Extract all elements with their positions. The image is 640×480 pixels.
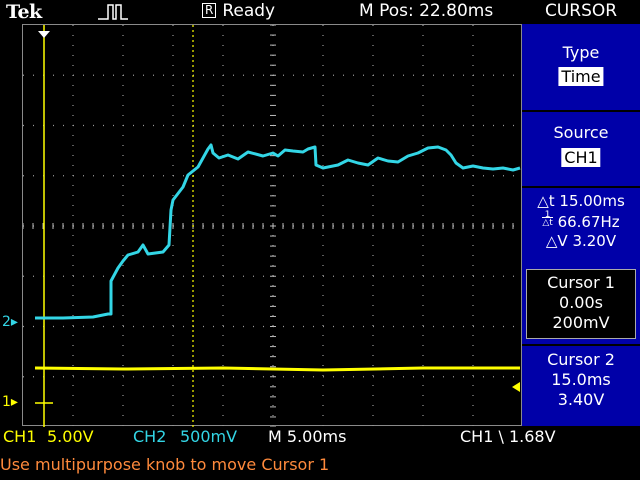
ch1-scale: 5.00V <box>47 427 94 446</box>
type-label: Type <box>562 43 600 62</box>
cursor-1-label: Cursor 1 <box>547 273 615 292</box>
ch2-scale: 500mV <box>180 427 238 446</box>
graticule <box>22 24 524 428</box>
delta-v-readout: △V 3.20V <box>545 232 617 250</box>
cursor-side-menu: Type Time Source CH1 △t 15.00ms 1 △t 66.6… <box>522 24 640 426</box>
help-message: Use multipurpose knob to move Cursor 1 <box>0 455 330 474</box>
menu-divider <box>522 186 640 188</box>
type-value-button[interactable]: Time <box>558 67 604 86</box>
cursor-2-time: 15.0ms <box>551 370 611 389</box>
ch2-label: CH2 <box>133 427 167 446</box>
cursor-2-value: 3.40V <box>557 390 605 409</box>
menu-divider <box>522 344 640 346</box>
frequency-readout: 1 △t 66.67Hz <box>542 210 620 231</box>
inverse-delta-t-icon: 1 △t <box>542 210 553 228</box>
cursor-1-time: 0.00s <box>559 293 603 312</box>
source-value-button[interactable]: CH1 <box>561 148 601 167</box>
ch1-trace <box>34 366 520 372</box>
cursor-2-readout[interactable]: Cursor 2 15.0ms 3.40V <box>522 350 640 410</box>
rising-edge-pulse-icon <box>98 4 128 20</box>
ch1-label: CH1 <box>3 427 37 446</box>
ch1-trigger-level-marker <box>512 382 520 392</box>
menu-divider <box>522 110 640 112</box>
acquisition-status: R Ready <box>202 1 275 21</box>
ch2-ground-marker[interactable]: 2▸ <box>2 314 18 330</box>
trigger-readout: CH1 \ 1.68V <box>460 427 556 446</box>
status-text: Ready <box>222 1 276 21</box>
menu-title: CURSOR <box>544 1 618 21</box>
brand-logo: Tek <box>6 1 42 23</box>
channel-readout-bar: CH1 5.00V CH2 500mV M 5.00ms CH1 \ 1.68V <box>0 427 640 449</box>
cursor-2-label: Cursor 2 <box>547 350 615 369</box>
cursor-1-value: 200mV <box>552 313 610 332</box>
horizontal-position-readout: M Pos: 22.80ms <box>359 1 494 21</box>
cursor-1-marker <box>38 31 50 38</box>
waveform-display[interactable] <box>22 24 524 428</box>
delta-t-readout: △t 15.00ms <box>537 192 625 210</box>
ch2-trace <box>35 143 521 320</box>
run-state-badge: R <box>202 3 217 18</box>
source-label: Source <box>553 123 609 142</box>
timebase-readout: M 5.00ms <box>268 427 347 446</box>
status-bar: Tek R Ready M Pos: 22.80ms CURSOR <box>0 0 640 24</box>
cursor-1-readout[interactable]: Cursor 1 0.00s 200mV <box>526 269 636 339</box>
ch1-ground-marker[interactable]: 1▸ <box>2 394 18 410</box>
